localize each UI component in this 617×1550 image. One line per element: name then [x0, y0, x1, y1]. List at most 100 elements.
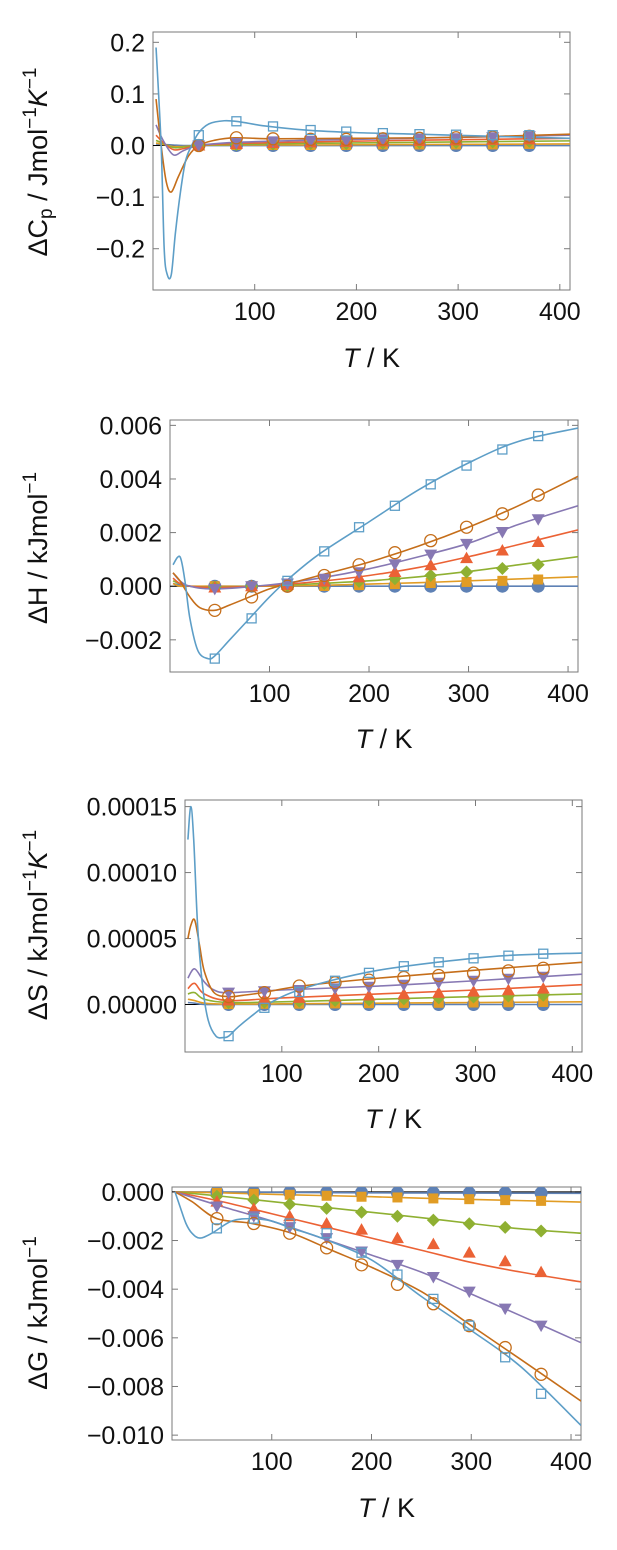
data-point-s2: [536, 1195, 547, 1206]
series-line-s6: [174, 1191, 581, 1402]
data-point-s6: [466, 966, 481, 980]
series-line-s5: [174, 1191, 581, 1344]
data-point-s7: [425, 479, 436, 490]
series-line-s4: [174, 1191, 581, 1283]
y-tick-label: 0.00000: [87, 992, 177, 1020]
data-point-s2: [428, 1193, 439, 1204]
data-point-s7: [535, 1388, 547, 1399]
data-point-s5: [208, 583, 222, 596]
data-point-s5: [462, 1286, 476, 1299]
y-tick-label: 0.1: [110, 81, 145, 109]
data-point-s6: [534, 1367, 548, 1381]
data-point-s7: [294, 986, 305, 998]
x-tick-label: 100: [234, 298, 276, 326]
data-point-s5: [317, 573, 331, 586]
data-point-s6: [210, 1211, 224, 1226]
data-point-s2: [284, 1189, 295, 1200]
data-point-s4: [426, 1237, 440, 1250]
data-point-s2: [356, 1191, 367, 1202]
data-point-s2: [533, 574, 544, 585]
x-tick-label: 300: [455, 1060, 497, 1088]
data-point-s6: [319, 1241, 334, 1255]
x-tick-label: 100: [251, 1448, 293, 1476]
data-point-s6: [247, 1216, 261, 1231]
series-line-s6: [187, 918, 582, 998]
data-point-s7: [246, 613, 257, 624]
data-point-s6: [449, 131, 463, 145]
data-point-s6: [388, 546, 402, 560]
x-tick-label: 100: [261, 1060, 303, 1088]
plot-frame: [169, 419, 579, 673]
data-point-s4: [292, 991, 306, 1003]
data-point-s7: [392, 1269, 403, 1280]
data-point-s3: [355, 1205, 369, 1219]
data-point-s7: [282, 575, 293, 587]
data-point-s7: [487, 130, 498, 141]
data-point-s7: [414, 129, 425, 140]
data-point-s7: [363, 967, 375, 978]
data-point-s4: [362, 989, 376, 1001]
data-point-s3: [460, 565, 474, 579]
data-point-s7: [503, 950, 514, 961]
data-point-s2: [497, 575, 508, 586]
data-point-s6: [432, 968, 446, 983]
data-point-s7: [353, 522, 365, 533]
plot-area: [172, 1187, 581, 1426]
data-point-s3: [495, 562, 509, 576]
data-point-s7: [538, 948, 549, 959]
data-point-s7: [321, 1228, 332, 1239]
plot-frame: [171, 1186, 582, 1441]
data-point-s6: [536, 961, 550, 975]
data-point-s6: [501, 964, 516, 978]
data-point-s6: [495, 507, 510, 521]
panel-s: 100 200 300 400 0.00015 0.00010 0.00005 0.00000…: [20, 794, 593, 1134]
y-tick-label: −0.004: [87, 1276, 164, 1304]
data-point-s4: [355, 1223, 369, 1235]
data-point-s3: [531, 558, 545, 572]
data-point-s4: [390, 1231, 404, 1244]
data-point-s5: [534, 1320, 548, 1333]
data-point-s7: [524, 130, 535, 141]
data-point-s7: [329, 975, 341, 986]
data-point-s4: [498, 1254, 512, 1267]
y-tick-label: 0.00010: [87, 860, 177, 888]
data-point-s7: [464, 1320, 475, 1331]
data-point-s4: [432, 986, 446, 998]
data-point-s5: [222, 987, 236, 1000]
y-tick-label: −0.1: [96, 184, 145, 212]
data-point-s6: [362, 973, 376, 987]
panel-g: 100 200 300 400 0.000 −0.002 −0.004 −0.006 −0.00…: [20, 1179, 592, 1523]
data-point-s4: [424, 558, 438, 571]
series-line-s6: [172, 475, 578, 612]
data-point-s3: [390, 1209, 404, 1223]
data-point-s7: [209, 653, 220, 664]
data-point-s6: [498, 1340, 512, 1355]
series-markers-s3: [208, 558, 545, 594]
data-point-s5: [531, 514, 545, 526]
plot-frame: [152, 31, 571, 291]
data-point-s4: [222, 994, 236, 1006]
data-point-s5: [304, 135, 318, 148]
x-tick-label: 200: [351, 1448, 393, 1476]
data-point-s4: [328, 990, 342, 1002]
data-point-s6: [221, 989, 236, 1004]
x-tick-label: 400: [551, 1060, 593, 1088]
data-point-s6: [459, 520, 474, 534]
data-point-s2: [392, 1192, 403, 1203]
data-point-s7: [398, 961, 409, 972]
data-point-s5: [257, 986, 271, 998]
y-axis-label: ΔS / kJmol−1K−1: [20, 830, 53, 1020]
data-point-s6: [266, 132, 280, 146]
data-point-s2: [461, 576, 472, 587]
y-tick-label: −0.002: [85, 627, 162, 655]
data-point-s4: [247, 1202, 261, 1214]
data-point-s2: [464, 1194, 475, 1205]
y-tick-label: −0.002: [87, 1228, 164, 1256]
series-line-s2: [172, 576, 578, 588]
data-point-s7: [356, 1247, 367, 1258]
data-point-s4: [495, 544, 509, 556]
data-point-s6: [257, 985, 272, 1000]
data-point-s5: [426, 1272, 440, 1284]
